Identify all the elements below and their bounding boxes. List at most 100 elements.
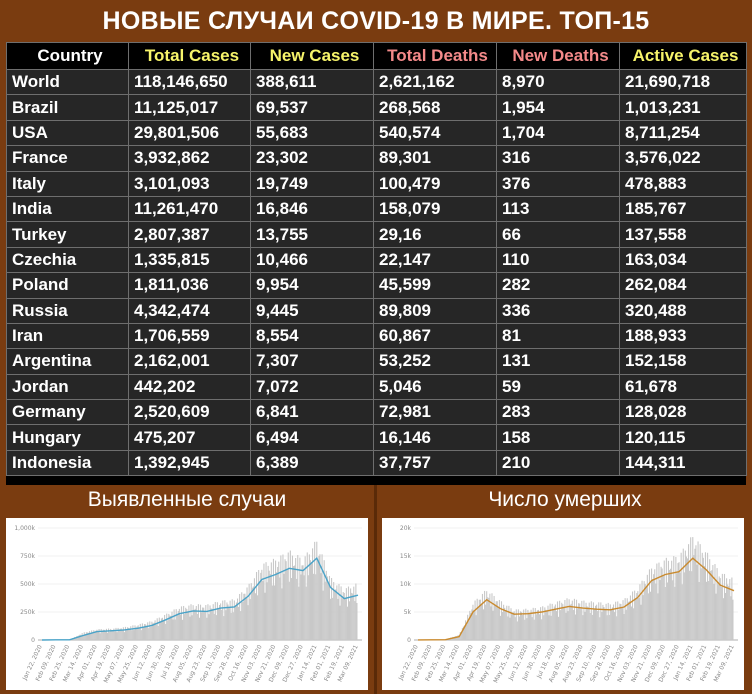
daily-bar: [717, 584, 719, 640]
daily-bar: [512, 612, 514, 640]
value-cell: 388,611: [250, 68, 374, 96]
table-row: Turkey 2,807,387 13,755 29,16 66 137,558: [6, 221, 747, 248]
daily-bar: [117, 627, 119, 640]
daily-bar: [570, 603, 572, 640]
daily-bar: [549, 603, 551, 640]
daily-bar: [276, 572, 278, 640]
daily-bar: [587, 607, 589, 640]
daily-bar: [675, 556, 677, 640]
daily-bar: [230, 612, 232, 640]
country-cell: Brazil: [6, 94, 129, 121]
daily-bar: [103, 629, 105, 640]
daily-bar: [704, 552, 707, 640]
daily-bar: [333, 582, 335, 640]
daily-bar: [149, 621, 151, 640]
table-row: Czechia 1,335,815 10,466 22,147 110 163,034: [6, 246, 747, 274]
daily-bar: [730, 596, 732, 640]
daily-bar: [337, 598, 339, 640]
daily-bar: [568, 599, 570, 640]
table-row: Iran 1,706,559 8,554 60,867 81 188,933: [6, 322, 747, 350]
daily-bar: [537, 609, 540, 640]
daily-bar: [219, 604, 221, 640]
header-total-deaths[interactable]: Total Deaths: [373, 42, 497, 70]
daily-bar: [653, 574, 655, 640]
daily-bar: [169, 615, 171, 640]
header-new-deaths[interactable]: New Deaths: [496, 42, 620, 70]
daily-bar: [654, 569, 656, 640]
daily-bar: [287, 552, 289, 640]
daily-bar: [721, 573, 723, 640]
daily-bar: [306, 552, 308, 640]
daily-bar: [128, 627, 130, 640]
daily-bar: [575, 599, 578, 640]
daily-bar: [702, 557, 704, 640]
daily-bar: [252, 586, 254, 640]
header-total-cases[interactable]: Total Cases: [128, 42, 251, 70]
daily-bar: [627, 601, 629, 640]
daily-bar: [109, 631, 111, 640]
value-cell: 1,811,036: [128, 272, 251, 299]
daily-bar: [216, 602, 218, 640]
daily-bar: [193, 609, 195, 640]
daily-bar: [471, 609, 473, 640]
daily-bar: [656, 563, 658, 640]
daily-bar: [453, 637, 455, 640]
daily-bar: [644, 583, 646, 640]
daily-bar: [552, 609, 554, 640]
value-cell: 128,028: [619, 399, 747, 426]
daily-bar: [319, 554, 321, 640]
daily-bar: [451, 638, 453, 640]
daily-bar: [267, 565, 269, 640]
daily-bar: [209, 605, 211, 640]
daily-bar: [493, 595, 495, 640]
daily-bar: [716, 568, 718, 640]
daily-bar: [643, 581, 645, 640]
value-cell: 61,678: [619, 373, 747, 401]
header-new-cases[interactable]: New Cases: [250, 42, 374, 70]
daily-bar: [571, 600, 573, 640]
value-cell: 16,146: [373, 424, 497, 451]
daily-bar: [100, 628, 102, 640]
y-tick-label: 0: [407, 637, 411, 644]
daily-bar: [475, 615, 477, 640]
daily-bar: [498, 599, 500, 640]
daily-bar: [105, 628, 108, 640]
daily-bar: [476, 598, 478, 640]
daily-bar: [92, 633, 94, 640]
value-cell: 3,101,093: [128, 170, 251, 197]
value-cell: 1,706,559: [128, 322, 251, 350]
value-cell: 55,683: [250, 119, 374, 147]
value-cell: 376: [496, 170, 620, 197]
daily-bar: [223, 616, 225, 640]
table-row: Brazil 11,125,017 69,537 268,568 1,954 1,013,…: [6, 94, 747, 121]
daily-bar: [158, 617, 160, 640]
daily-bar: [166, 613, 168, 640]
country-cell: Turkey: [6, 221, 129, 248]
daily-bar: [133, 630, 135, 640]
daily-bar: [204, 612, 206, 640]
daily-bar: [199, 604, 202, 640]
daily-bar: [342, 592, 344, 640]
daily-bar: [284, 559, 286, 640]
daily-bar: [102, 629, 104, 640]
daily-bar: [639, 584, 641, 640]
country-cell: Germany: [6, 399, 129, 426]
daily-bar: [692, 537, 694, 640]
daily-bar: [579, 603, 581, 640]
value-cell: 69,537: [250, 94, 374, 121]
header-country[interactable]: Country: [6, 42, 129, 70]
daily-bar: [270, 562, 272, 640]
header-active-cases[interactable]: Active Cases: [619, 42, 747, 70]
daily-bar: [729, 579, 731, 640]
daily-bar: [161, 617, 164, 640]
daily-bar: [220, 603, 222, 640]
daily-bar: [563, 606, 565, 640]
value-cell: 9,445: [250, 297, 374, 324]
daily-bar: [285, 561, 287, 640]
daily-bar: [352, 593, 354, 640]
daily-bar: [625, 609, 627, 640]
daily-bar: [75, 637, 77, 640]
deaths-chart-panel: 0 5k 10k 15k 20k Jan 22, 2020 Feb 09, 2020 Feb …: [382, 518, 744, 690]
daily-bar: [302, 565, 304, 640]
daily-bar: [127, 627, 129, 640]
